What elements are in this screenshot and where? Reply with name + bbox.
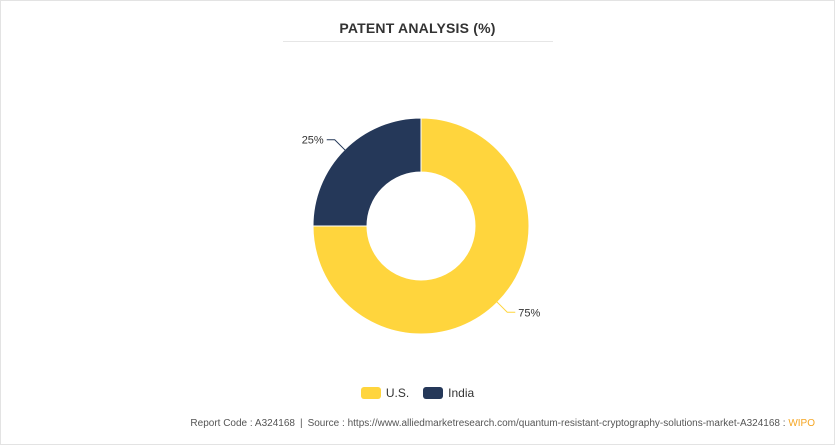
legend: U.S. India bbox=[0, 386, 835, 400]
chart-title: PATENT ANALYSIS (%) bbox=[339, 20, 496, 36]
source-text: Source : https://www.alliedmarketresearc… bbox=[307, 418, 786, 429]
connector-india bbox=[326, 139, 347, 152]
legend-swatch-us bbox=[360, 387, 381, 399]
data-label-india: 25% bbox=[302, 135, 324, 147]
slice-u-s[interactable] bbox=[312, 117, 530, 335]
footer-source: Report Code : A324168 | Source : https://w… bbox=[190, 418, 815, 429]
footer-separator: | bbox=[299, 418, 303, 429]
connector-u-s bbox=[495, 300, 516, 313]
legend-label-us: U.S. bbox=[385, 386, 410, 400]
data-label-u-s: 75% bbox=[518, 307, 540, 319]
legend-label-india: India bbox=[448, 386, 475, 400]
slice-india[interactable] bbox=[312, 117, 422, 227]
legend-item-india[interactable]: India bbox=[423, 386, 474, 400]
title-divider bbox=[283, 41, 553, 42]
report-code: Report Code : A324168 bbox=[190, 418, 295, 429]
legend-item-us[interactable]: U.S. bbox=[360, 386, 410, 400]
wipo-label: WIPO bbox=[788, 418, 815, 429]
legend-swatch-india bbox=[423, 387, 444, 399]
